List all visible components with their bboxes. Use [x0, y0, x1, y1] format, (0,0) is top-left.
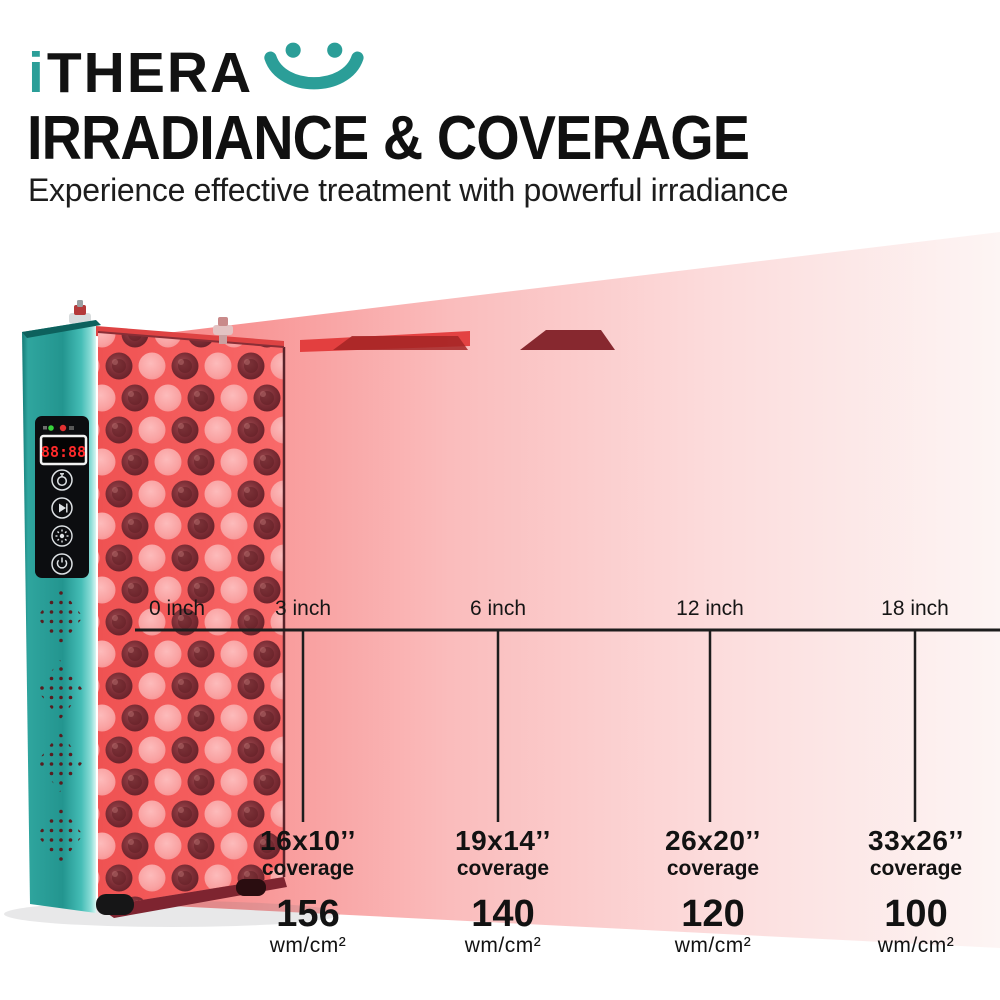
stat-column-12inch: 26x20’’ coverage 120 wm/cm² — [603, 825, 823, 958]
therapy-panel-device: 88:88 — [22, 300, 287, 918]
led-array — [98, 332, 284, 907]
timer-display-digits: 88:88 — [41, 443, 86, 461]
page-title: IRRADIANCE & COVERAGE — [27, 104, 750, 173]
led-face-top-line — [97, 331, 285, 348]
coverage-label: coverage — [261, 857, 355, 880]
device-top-edge — [22, 320, 101, 338]
play-button-icon — [51, 497, 73, 519]
mode-button-icon — [51, 525, 73, 547]
stat-column-18inch: 33x26’’ coverage 100 wm/cm² — [806, 825, 1000, 958]
timer-button-icon — [51, 469, 73, 491]
mounting-hooks — [300, 330, 615, 352]
distance-label-18inch: 18 inch — [881, 597, 949, 620]
red-light-beam — [112, 232, 1000, 948]
irradiance-value: 140 — [471, 893, 535, 935]
logo-letter-i: i — [28, 41, 46, 105]
speaker-grille — [37, 587, 83, 865]
smiley-icon — [264, 42, 364, 90]
coverage-label: coverage — [456, 857, 550, 880]
irradiance-unit: wm/cm² — [464, 934, 542, 957]
irradiance-value: 156 — [276, 893, 340, 935]
stat-column-6inch: 19x14’’ coverage 140 wm/cm² — [393, 825, 613, 958]
device-foot-rear — [236, 879, 266, 896]
brand-logo: i THERA — [28, 40, 365, 102]
irradiance-unit: wm/cm² — [674, 934, 752, 957]
stat-column-3inch: 16x10’’ coverage 156 wm/cm² — [198, 825, 418, 958]
coverage-size: 26x20’’ — [665, 825, 761, 856]
distance-label-12inch: 12 inch — [676, 597, 744, 620]
coverage-size: 33x26’’ — [868, 825, 964, 856]
hook-knob-right — [213, 317, 233, 344]
irradiance-unit: wm/cm² — [877, 934, 955, 957]
timer-display — [39, 434, 88, 466]
power-button-icon — [51, 553, 73, 575]
control-panel: 88:88 — [35, 416, 89, 578]
page-subtitle: Experience effective treatment with powe… — [28, 172, 789, 208]
coverage-label: coverage — [869, 857, 963, 880]
distance-label-6inch: 6 inch — [469, 597, 527, 620]
device-foot-front — [96, 894, 134, 915]
coverage-label: coverage — [666, 857, 760, 880]
irradiance-unit: wm/cm² — [269, 934, 347, 957]
irradiance-value: 100 — [884, 893, 948, 935]
indicator-light-red — [59, 424, 67, 432]
distance-ruler — [135, 628, 1000, 822]
coverage-size: 19x14’’ — [455, 825, 551, 856]
logo-wordmark: THERA — [46, 41, 254, 105]
distance-label-3inch: 3 inch — [274, 597, 332, 620]
indicator-light-green — [48, 425, 54, 431]
coverage-size: 16x10’’ — [260, 825, 356, 856]
irradiance-value: 120 — [681, 893, 745, 935]
distance-label-0inch: 0 inch — [148, 597, 206, 620]
